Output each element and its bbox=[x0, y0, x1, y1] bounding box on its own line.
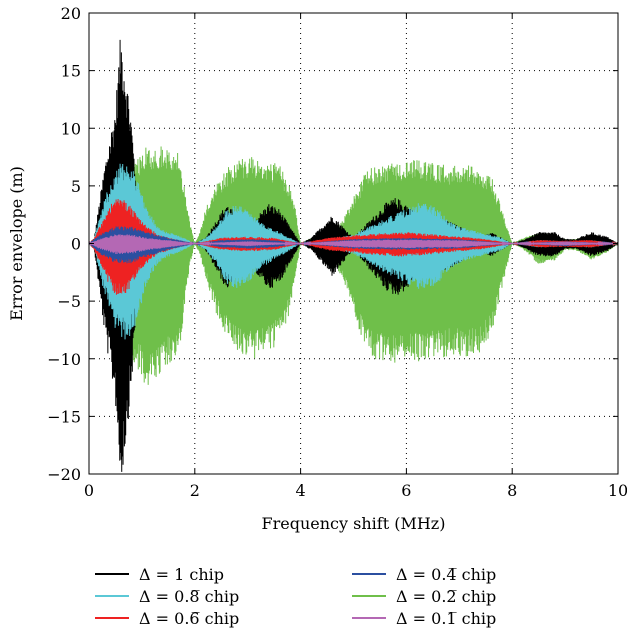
y-tick-label: −20 bbox=[47, 465, 81, 484]
legend-swatch-1chip bbox=[95, 573, 129, 575]
x-tick-label: 4 bbox=[296, 481, 306, 500]
y-tick-label: 0 bbox=[71, 235, 81, 254]
legend-label-08chip: Δ = 0.8̅ chip bbox=[139, 586, 240, 606]
y-tick-label: 20 bbox=[61, 4, 81, 23]
x-tick-label: 10 bbox=[608, 481, 627, 500]
x-tick-label: 6 bbox=[401, 481, 411, 500]
legend-swatch-01chip bbox=[352, 617, 386, 619]
ticks: 0 2 4 6 8 10 −20 −15 −10 −5 0 5 10 15 20 bbox=[47, 4, 627, 500]
legend-label-06chip: Δ = 0.6̅ chip bbox=[139, 608, 240, 628]
x-axis-label: Frequency shift (MHz) bbox=[262, 514, 446, 533]
series-layer bbox=[89, 39, 618, 472]
x-tick-label: 0 bbox=[84, 481, 94, 500]
legend-item-01chip: Δ = 0.1̅ chip bbox=[352, 607, 496, 629]
legend-swatch-02chip bbox=[352, 595, 386, 597]
series-01chip bbox=[89, 234, 618, 255]
legend-label-02chip: Δ = 0.2̅ chip bbox=[396, 586, 497, 606]
legend-item-08chip: Δ = 0.8̅ chip bbox=[95, 585, 239, 607]
legend-item-06chip: Δ = 0.6̅ chip bbox=[95, 607, 239, 629]
x-tick-label: 8 bbox=[507, 481, 517, 500]
y-tick-label: 5 bbox=[71, 177, 81, 196]
y-tick-label: −15 bbox=[47, 407, 81, 426]
legend: Δ = 1 chip Δ = 0.8̅ chip Δ = 0.6̅ chip Δ… bbox=[0, 558, 627, 638]
legend-swatch-04chip bbox=[352, 573, 386, 575]
y-tick-label: −5 bbox=[57, 292, 81, 311]
legend-label-01chip: Δ = 0.1̅ chip bbox=[396, 608, 497, 628]
legend-swatch-08chip bbox=[95, 595, 129, 597]
legend-swatch-06chip bbox=[95, 617, 129, 619]
legend-item-1chip: Δ = 1 chip bbox=[95, 563, 224, 585]
y-tick-label: −10 bbox=[47, 350, 81, 369]
x-tick-label: 2 bbox=[190, 481, 200, 500]
legend-label-04chip: Δ = 0.4̅ chip bbox=[396, 564, 497, 584]
y-tick-label: 10 bbox=[61, 119, 81, 138]
y-tick-label: 15 bbox=[61, 62, 81, 81]
legend-item-04chip: Δ = 0.4̅ chip bbox=[352, 563, 496, 585]
chart: 0 2 4 6 8 10 −20 −15 −10 −5 0 5 10 15 20 Frequency shi… bbox=[7, 4, 627, 533]
legend-label-1chip: Δ = 1 chip bbox=[139, 564, 225, 584]
legend-item-02chip: Δ = 0.2̅ chip bbox=[352, 585, 496, 607]
y-axis-label: Error envelope (m) bbox=[7, 166, 26, 321]
